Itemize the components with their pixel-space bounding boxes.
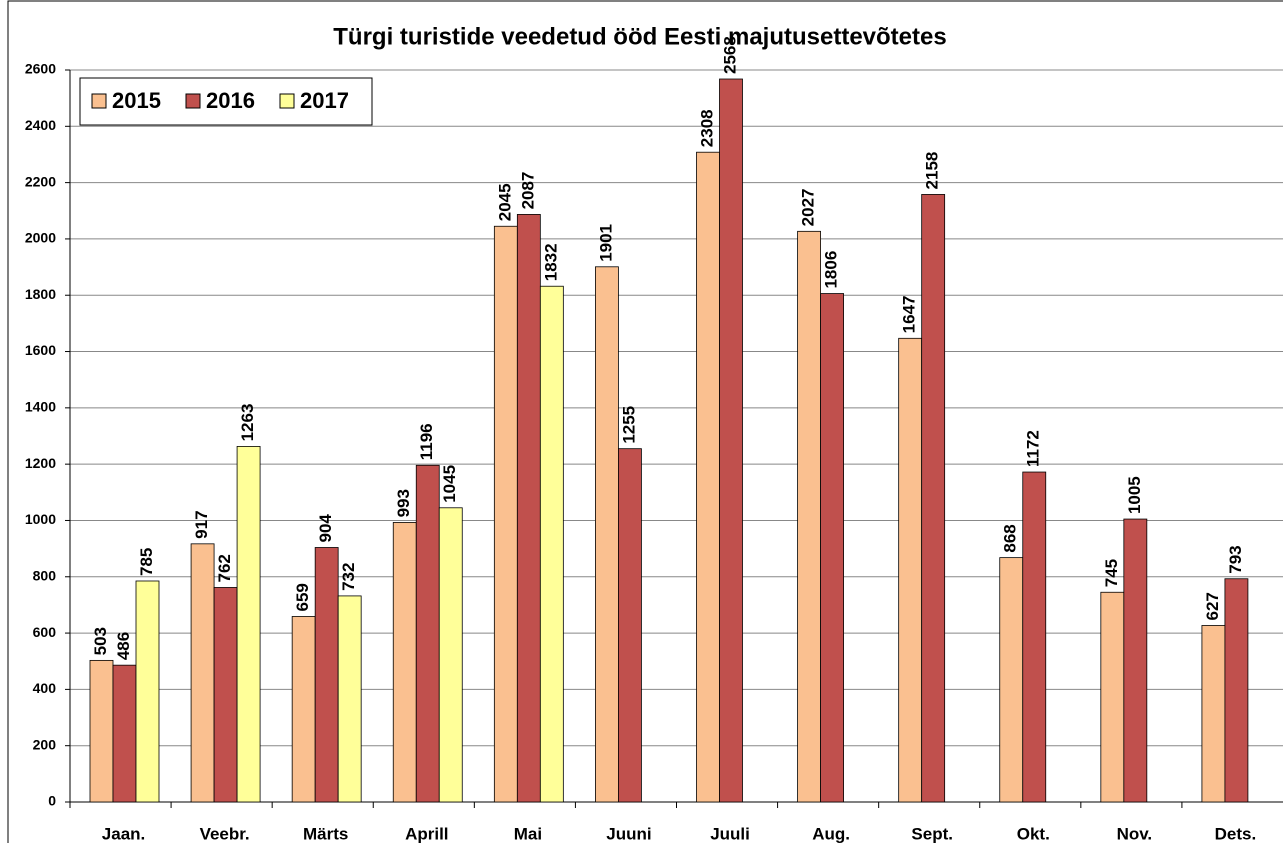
bar xyxy=(291,616,316,803)
legend-label: 2017 xyxy=(300,88,349,113)
bar xyxy=(112,664,137,803)
x-tick-label: Märts xyxy=(303,824,348,843)
bar xyxy=(135,580,160,803)
legend-swatch xyxy=(279,93,295,109)
y-tick-label: 1600 xyxy=(25,342,56,358)
x-tick-label: Okt. xyxy=(1017,824,1050,843)
data-label: 659 xyxy=(293,583,312,611)
x-tick-label: Dets. xyxy=(1215,824,1257,843)
x-tick-label: Jaan. xyxy=(102,824,145,843)
x-tick-label: Juuni xyxy=(606,824,651,843)
y-tick-label: 2400 xyxy=(25,117,56,133)
y-tick-label: 0 xyxy=(48,793,56,809)
bar xyxy=(797,230,821,803)
x-tick-label: Mai xyxy=(514,824,542,843)
data-label: 1045 xyxy=(440,465,459,503)
bar xyxy=(236,446,261,803)
data-label: 2045 xyxy=(495,183,514,221)
data-label: 917 xyxy=(192,510,211,538)
bar xyxy=(1201,625,1226,803)
data-label: 2087 xyxy=(518,172,537,210)
y-tick-label: 200 xyxy=(33,736,57,752)
legend-swatch xyxy=(91,93,107,109)
bar xyxy=(1123,518,1148,803)
bar xyxy=(1022,471,1047,803)
bar xyxy=(89,659,114,803)
x-tick-label: Nov. xyxy=(1117,824,1153,843)
data-label: 1172 xyxy=(1024,430,1043,467)
data-label: 868 xyxy=(1001,524,1020,552)
x-tick-label: Veebr. xyxy=(200,824,250,843)
y-tick-label: 1000 xyxy=(25,511,56,527)
bar xyxy=(337,595,362,803)
bar xyxy=(1224,578,1249,803)
bar xyxy=(595,266,619,803)
x-tick-label: Juuli xyxy=(710,824,750,843)
bar xyxy=(618,448,642,803)
bar xyxy=(190,543,215,803)
data-label: 1901 xyxy=(596,224,615,262)
chart-title: Türgi turistide veedetud ööd Eesti majut… xyxy=(333,23,946,50)
bar xyxy=(516,214,541,803)
y-tick-label: 1800 xyxy=(25,286,56,302)
y-tick-label: 2000 xyxy=(25,230,56,246)
data-label: 2027 xyxy=(799,188,818,226)
bar xyxy=(719,78,743,803)
legend-label: 2016 xyxy=(206,88,255,113)
x-tick-label: Sept. xyxy=(911,824,953,843)
legend-label: 2015 xyxy=(112,88,161,113)
data-label: 1005 xyxy=(1125,476,1144,514)
bar xyxy=(493,225,518,803)
data-label: 627 xyxy=(1203,592,1222,620)
data-label: 793 xyxy=(1226,545,1245,573)
legend-swatch xyxy=(185,93,201,109)
bar xyxy=(696,151,720,803)
data-label: 1832 xyxy=(541,243,560,281)
bar xyxy=(213,587,238,803)
x-tick-label: Aug. xyxy=(812,824,850,843)
y-tick-label: 1400 xyxy=(25,399,56,415)
x-tick-label: Aprill xyxy=(405,824,448,843)
bar xyxy=(999,557,1024,803)
data-label: 1806 xyxy=(822,251,841,289)
y-tick-label: 800 xyxy=(33,567,57,583)
data-label: 1647 xyxy=(900,295,919,333)
bar xyxy=(438,507,463,803)
bar xyxy=(415,464,440,803)
data-label: 1196 xyxy=(417,423,436,460)
data-label: 1263 xyxy=(238,404,257,442)
data-label: 503 xyxy=(91,627,110,655)
data-label: 2308 xyxy=(697,109,716,147)
data-label: 2568 xyxy=(720,36,739,74)
bar xyxy=(921,194,946,803)
data-label: 2158 xyxy=(923,152,942,190)
data-label: 486 xyxy=(114,632,133,660)
bar xyxy=(314,547,339,803)
y-tick-label: 2600 xyxy=(25,61,56,77)
y-tick-label: 1200 xyxy=(25,455,56,471)
y-tick-label: 400 xyxy=(33,680,57,696)
y-tick-label: 2200 xyxy=(25,173,56,189)
data-label: 745 xyxy=(1102,559,1121,587)
legend-box xyxy=(79,77,373,126)
bar xyxy=(820,293,844,803)
data-label: 785 xyxy=(137,548,156,576)
data-label: 1255 xyxy=(619,406,638,444)
bar xyxy=(392,522,417,803)
data-label: 904 xyxy=(316,514,335,543)
data-label: 993 xyxy=(394,489,413,517)
data-label: 762 xyxy=(215,554,234,582)
y-tick-label: 600 xyxy=(33,624,57,640)
bar xyxy=(898,337,923,803)
bar xyxy=(539,285,564,803)
bar xyxy=(1100,591,1125,803)
data-label: 732 xyxy=(339,563,358,591)
